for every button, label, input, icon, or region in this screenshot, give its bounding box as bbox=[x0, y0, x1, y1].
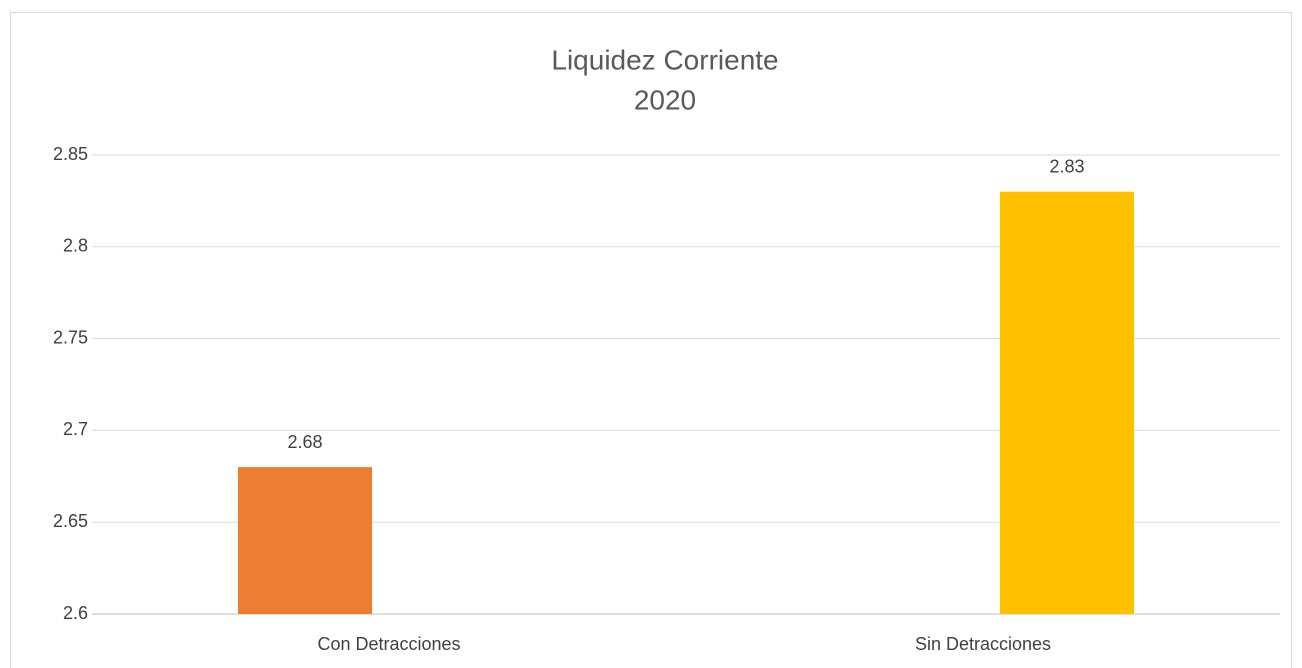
bar bbox=[1000, 191, 1134, 614]
y-tick-label: 2.75 bbox=[53, 327, 88, 347]
y-tick-label: 2.6 bbox=[63, 603, 88, 623]
chart-subtitle: 2020 bbox=[634, 84, 696, 115]
y-tick-label: 2.8 bbox=[63, 236, 88, 256]
chart-title: Liquidez Corriente bbox=[551, 44, 778, 75]
data-label: 2.83 bbox=[1049, 156, 1084, 176]
bar bbox=[238, 467, 372, 614]
x-tick-label: Sin Detracciones bbox=[915, 634, 1051, 654]
y-tick-label: 2.65 bbox=[53, 511, 88, 531]
x-tick-label: Con Detracciones bbox=[317, 634, 460, 654]
data-label: 2.68 bbox=[287, 432, 322, 452]
y-tick-label: 2.85 bbox=[53, 144, 88, 164]
y-tick-label: 2.7 bbox=[63, 419, 88, 439]
